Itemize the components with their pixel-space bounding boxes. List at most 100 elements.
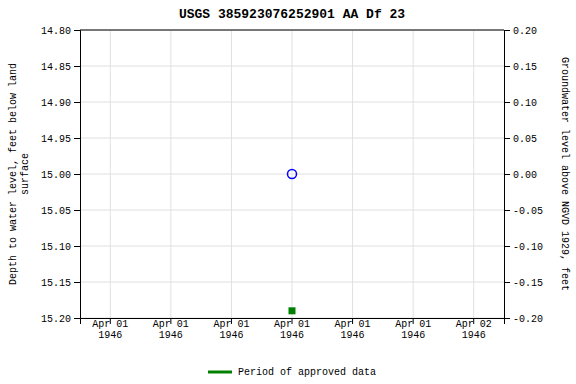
tick-label: Apr 011946 xyxy=(395,319,431,341)
tick-label: 15.10 xyxy=(41,242,71,253)
axis-title: Groundwater level above NGVD 1929, feet xyxy=(559,57,570,291)
legend-item: Period of approved data xyxy=(208,367,376,378)
series xyxy=(288,170,297,179)
text-line: 1946 xyxy=(401,330,425,341)
text-line: Depth to water level, feet below land xyxy=(8,63,19,285)
tick-label: 0.20 xyxy=(513,26,537,37)
tick-label: 15.20 xyxy=(41,314,71,325)
tick-mark xyxy=(504,318,510,319)
tick-mark xyxy=(74,138,80,139)
tick-mark xyxy=(74,174,80,175)
text-line: Apr 01 xyxy=(153,319,189,330)
legend-label: Period of approved data xyxy=(238,367,376,378)
text-line: Apr 01 xyxy=(213,319,249,330)
tick: Apr 011946 xyxy=(92,318,128,341)
tick-mark xyxy=(74,210,80,211)
tick: 14.90 xyxy=(41,98,80,109)
tick-mark xyxy=(74,30,80,31)
axis-title: Depth to water level, feet below landsur… xyxy=(8,63,31,285)
text-line: Apr 02 xyxy=(456,319,492,330)
grid xyxy=(80,30,504,318)
tick-mark xyxy=(74,246,80,247)
tick: 0.20 xyxy=(504,26,537,37)
series xyxy=(289,307,296,314)
text-line: Apr 01 xyxy=(274,319,310,330)
point xyxy=(288,170,297,179)
tick-mark xyxy=(74,66,80,67)
text-line: 1946 xyxy=(462,330,486,341)
tick-mark xyxy=(504,102,510,103)
text-line: Apr 01 xyxy=(395,319,431,330)
grid-line xyxy=(231,30,232,318)
legend: Period of approved data xyxy=(208,367,376,378)
marks xyxy=(288,170,297,315)
tick-mark xyxy=(504,246,510,247)
tick: Apr 011946 xyxy=(213,318,249,341)
tick-label: -0.05 xyxy=(513,206,543,217)
tick-mark xyxy=(504,30,510,31)
tick-label: 15.00 xyxy=(41,170,71,181)
tick: -0.05 xyxy=(504,206,543,217)
tick: 15.15 xyxy=(41,278,80,289)
text-line: Apr 01 xyxy=(92,319,128,330)
tick-mark xyxy=(74,282,80,283)
y-axis: 14.80 14.85 14.90 14.95 15.00 15.05 15.10 15.15… xyxy=(41,26,81,325)
text-line: Groundwater level above NGVD 1929, feet xyxy=(559,57,570,291)
tick-label: Apr 011946 xyxy=(274,319,310,341)
text-line: 1946 xyxy=(341,330,365,341)
tick: Apr 021946 xyxy=(456,318,492,341)
tick-label: 14.95 xyxy=(41,134,71,145)
tick-label: Apr 011946 xyxy=(335,319,371,341)
tick: 0.00 xyxy=(504,170,537,181)
x-axis: Apr 011946Apr 011946Apr 011946Apr 011946… xyxy=(81,318,505,341)
tick-label: 15.15 xyxy=(41,278,71,289)
tick-label: 15.05 xyxy=(41,206,71,217)
grid-line xyxy=(473,30,474,318)
text-line: surface xyxy=(20,153,31,195)
tick: Apr 011946 xyxy=(274,318,310,341)
tick: Apr 011946 xyxy=(153,318,189,341)
tick-label: 0.00 xyxy=(513,170,537,181)
tick-mark xyxy=(504,138,510,139)
tick: 15.10 xyxy=(41,242,80,253)
tick: -0.20 xyxy=(504,314,543,325)
grid-line xyxy=(110,30,111,318)
tick-label: 14.90 xyxy=(41,98,71,109)
tick-label: 14.80 xyxy=(41,26,71,37)
tick-label: -0.15 xyxy=(513,278,543,289)
tick: 15.20 xyxy=(41,314,80,325)
text-line: 1946 xyxy=(159,330,183,341)
grid-line xyxy=(352,30,353,318)
tick: 15.05 xyxy=(41,206,80,217)
text-line: 1946 xyxy=(98,330,122,341)
tick-label: Apr 011946 xyxy=(213,319,249,341)
y2-axis: 0.20 0.15 0.10 0.05 0.00 -0.05 -0.10 -0.15 -0.20 xyxy=(504,26,543,325)
axis-line xyxy=(74,31,81,319)
tick-label: Apr 011946 xyxy=(92,319,128,341)
tick-mark xyxy=(504,282,510,283)
grid-line xyxy=(80,30,504,31)
grid-line xyxy=(413,30,414,318)
tick: Apr 011946 xyxy=(395,318,431,341)
tick: 14.85 xyxy=(41,62,80,73)
tick-mark xyxy=(74,102,80,103)
tick: 14.95 xyxy=(41,134,80,145)
tick-label: 14.85 xyxy=(41,62,71,73)
text-line: Apr 01 xyxy=(335,319,371,330)
tick: 0.15 xyxy=(504,62,537,73)
legend-swatch xyxy=(208,371,232,374)
tick: 0.10 xyxy=(504,98,537,109)
tick: Apr 011946 xyxy=(335,318,371,341)
tick-label: Apr 011946 xyxy=(153,319,189,341)
grid-line xyxy=(292,30,293,318)
tick-mark xyxy=(504,174,510,175)
tick-mark xyxy=(74,318,80,319)
title: USGS 385923076252901 AA Df 23 xyxy=(179,7,405,22)
tick: 0.05 xyxy=(504,134,537,145)
tick-mark xyxy=(504,210,510,211)
text-line: 1946 xyxy=(280,330,304,341)
tick-label: -0.20 xyxy=(513,314,543,325)
tick: 15.00 xyxy=(41,170,80,181)
frame-line xyxy=(80,30,504,31)
tick-label: -0.10 xyxy=(513,242,543,253)
